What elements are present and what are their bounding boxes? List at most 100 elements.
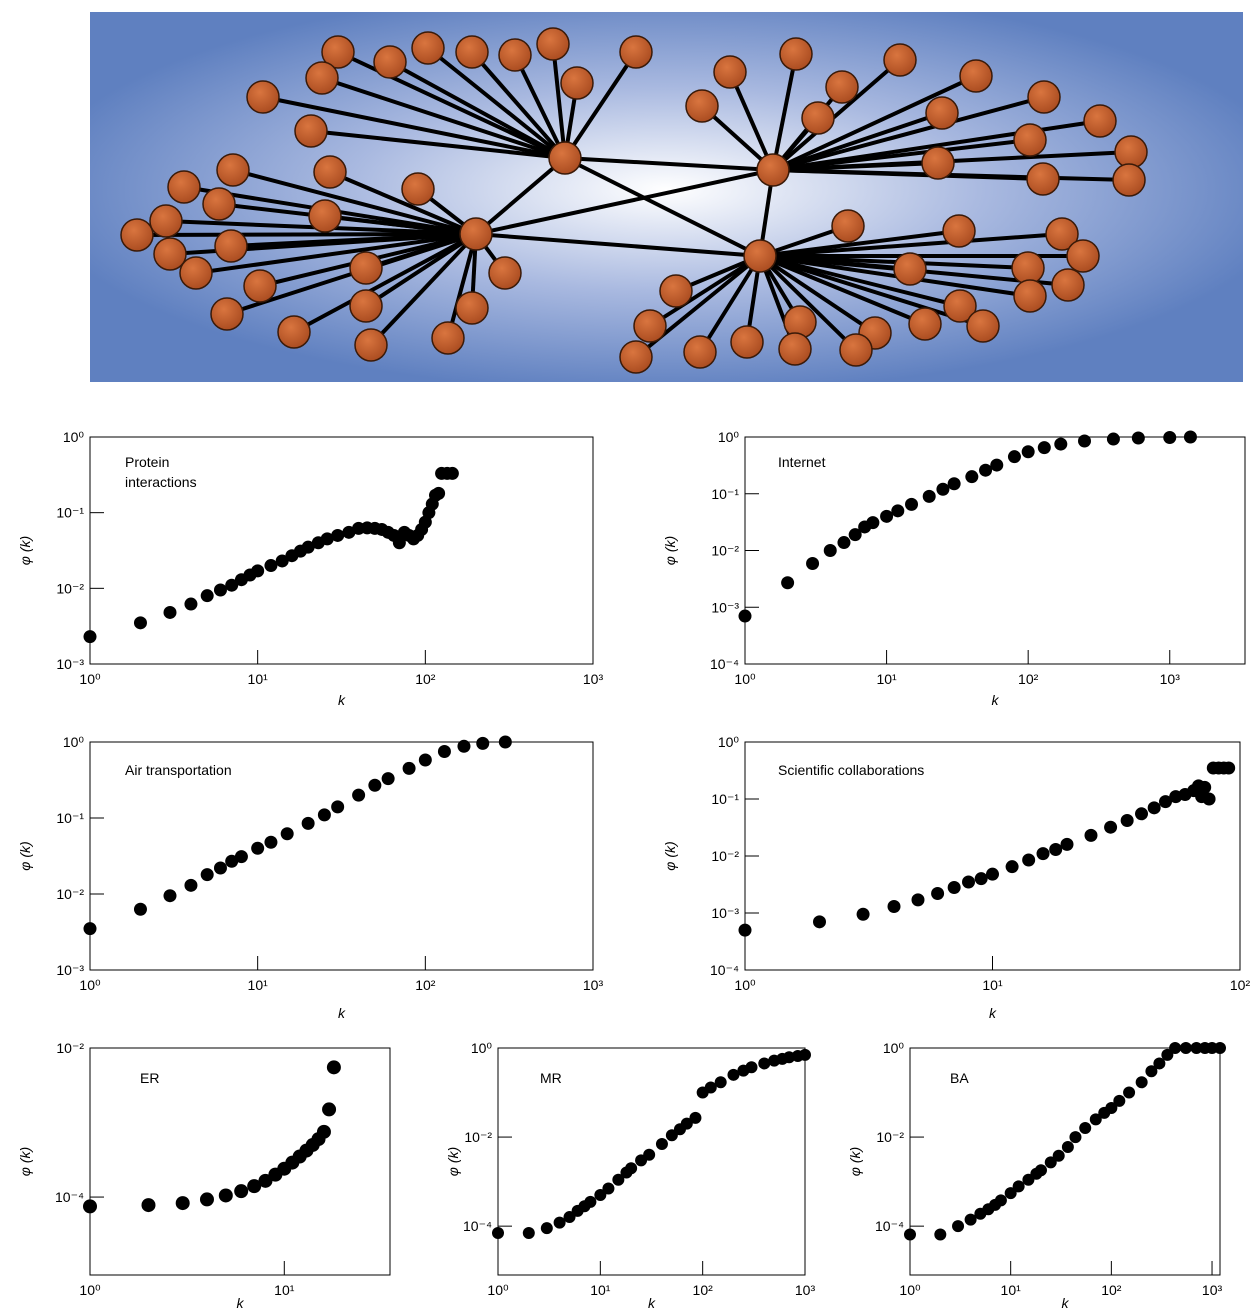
data-point: [134, 903, 147, 916]
data-point: [799, 1049, 811, 1061]
data-point: [979, 464, 992, 477]
x-tick-label: 10⁰: [734, 977, 756, 993]
x-tick-label: 10²: [415, 977, 436, 993]
data-point: [990, 459, 1003, 472]
data-point: [382, 772, 395, 785]
data-point: [134, 616, 147, 629]
y-tick-label: 10⁻⁴: [55, 1189, 84, 1205]
data-point: [1104, 821, 1117, 834]
data-point: [141, 1198, 155, 1212]
data-point: [302, 817, 315, 830]
hub-node: [549, 142, 581, 174]
data-point: [432, 487, 445, 500]
x-tick-label: 10⁰: [79, 1282, 101, 1298]
node: [1084, 105, 1116, 137]
data-point: [1053, 1150, 1065, 1162]
node: [168, 171, 200, 203]
data-point: [457, 740, 470, 753]
data-point: [84, 630, 97, 643]
x-tick-label: 10¹: [248, 977, 269, 993]
data-point: [1123, 1087, 1135, 1099]
data-point: [234, 1184, 248, 1198]
node: [456, 36, 488, 68]
data-point: [1214, 1042, 1226, 1054]
x-tick-label: 10¹: [1001, 1282, 1022, 1298]
x-axis-label: k: [648, 1295, 656, 1311]
data-point: [84, 922, 97, 935]
node: [884, 44, 916, 76]
annotation: Protein interactions: [125, 452, 225, 492]
node: [215, 230, 247, 262]
data-point: [327, 1060, 341, 1074]
data-point: [1132, 432, 1145, 445]
data-point: [1136, 1076, 1148, 1088]
x-axis-label: k: [338, 692, 346, 708]
node: [1115, 136, 1147, 168]
y-tick-label: 10⁻¹: [711, 486, 739, 502]
data-point: [1069, 1131, 1081, 1143]
x-tick-label: 10¹: [982, 977, 1003, 993]
data-point: [995, 1194, 1007, 1206]
y-tick-label: 10⁻²: [711, 543, 739, 559]
node: [180, 257, 212, 289]
data-point: [715, 1076, 727, 1088]
data-point: [368, 779, 381, 792]
x-tick-label: 10¹: [876, 671, 897, 687]
data-point: [541, 1222, 553, 1234]
y-tick-label: 10⁻³: [56, 656, 84, 672]
node: [309, 200, 341, 232]
y-tick-label: 10⁻²: [56, 1040, 84, 1056]
node: [1067, 240, 1099, 272]
data-point: [446, 467, 459, 480]
y-axis-label: φ (k): [17, 536, 33, 565]
data-point: [83, 1199, 97, 1213]
data-point: [1180, 1042, 1192, 1054]
data-point: [419, 753, 432, 766]
data-point: [936, 483, 949, 496]
chart: 10⁰10¹10²10³10⁰10⁻¹10⁻²10⁻³kφ (k): [17, 429, 603, 708]
node: [374, 46, 406, 78]
data-point: [965, 470, 978, 483]
data-point: [781, 576, 794, 589]
x-tick-label: 10³: [795, 1282, 816, 1298]
y-tick-label: 10⁻¹: [711, 791, 739, 807]
y-tick-label: 10⁻¹: [56, 810, 84, 826]
y-tick-label: 10⁻⁴: [710, 962, 739, 978]
data-point: [689, 1112, 701, 1124]
x-tick-label: 10³: [583, 977, 604, 993]
y-tick-label: 10⁰: [718, 429, 740, 445]
node: [306, 62, 338, 94]
data-point: [1169, 1042, 1181, 1054]
data-point: [602, 1183, 614, 1195]
y-tick-label: 10⁰: [63, 734, 85, 750]
x-tick-label: 10³: [1160, 671, 1181, 687]
y-tick-label: 10⁻²: [711, 848, 739, 864]
figure-canvas: 10⁰ 10¹ 10² 10³ 10⁰ 10⁻¹ 10⁻² 10⁻³ k φ (k) 10⁰ 10¹ 1…: [0, 0, 1255, 1315]
data-point: [322, 1102, 336, 1116]
data-point: [1062, 1141, 1074, 1153]
data-point: [264, 836, 277, 849]
data-point: [281, 827, 294, 840]
y-tick-label: 10⁰: [471, 1040, 493, 1056]
x-tick-label: 10²: [1230, 977, 1251, 993]
node: [967, 310, 999, 342]
data-point: [264, 559, 277, 572]
x-tick-label: 10³: [1202, 1282, 1223, 1298]
node: [1014, 280, 1046, 312]
node: [620, 341, 652, 373]
data-point: [1135, 807, 1148, 820]
x-tick-label: 10²: [693, 1282, 714, 1298]
data-point: [986, 868, 999, 881]
node: [1052, 269, 1084, 301]
node: [1012, 252, 1044, 284]
node: [350, 290, 382, 322]
node: [779, 333, 811, 365]
annotation: ER: [140, 1068, 200, 1088]
node: [943, 215, 975, 247]
data-point: [438, 745, 451, 758]
node: [1027, 163, 1059, 195]
data-point: [1163, 431, 1176, 444]
node: [203, 188, 235, 220]
points: [83, 1060, 341, 1213]
